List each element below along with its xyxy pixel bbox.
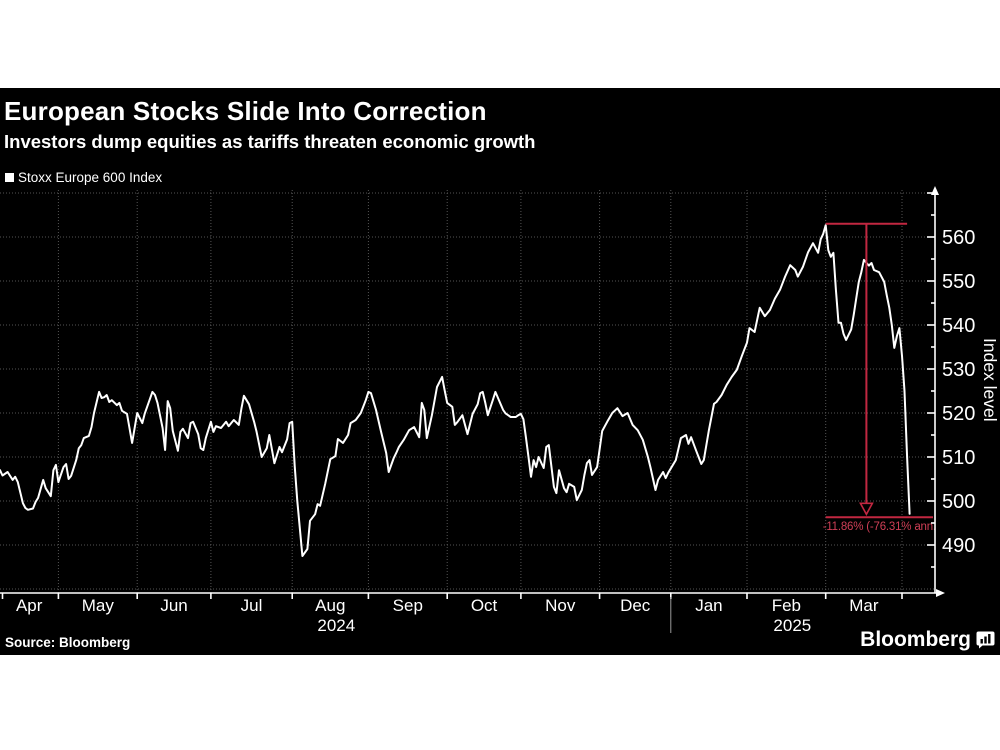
month-label: Dec <box>620 596 651 615</box>
y-tick-label: 510 <box>942 447 975 469</box>
month-label: Jul <box>241 596 263 615</box>
year-label: 2024 <box>317 616 355 635</box>
page-title: European Stocks Slide Into Correction <box>4 96 487 126</box>
legend-swatch-icon <box>5 173 14 182</box>
y-axis-title: Index level <box>980 338 1000 422</box>
y-tick-label: 530 <box>942 359 975 381</box>
month-label: Sep <box>393 596 423 615</box>
bloomberg-logotype: Bloomberg <box>860 628 971 651</box>
source-note: Source: Bloomberg <box>5 635 131 650</box>
y-tick-label: 520 <box>942 403 975 425</box>
month-label: Feb <box>772 596 801 615</box>
x-axis-arrow-icon <box>936 589 945 597</box>
y-tick-label: 490 <box>942 535 975 557</box>
year-label: 2025 <box>773 616 811 635</box>
month-label: Mar <box>849 596 879 615</box>
month-label: Aug <box>315 596 345 615</box>
legend: Stoxx Europe 600 Index <box>5 170 162 185</box>
y-tick-label: 560 <box>942 227 975 249</box>
legend-label: Stoxx Europe 600 Index <box>18 170 163 185</box>
month-label: Oct <box>471 596 498 615</box>
y-tick-label: 540 <box>942 315 975 337</box>
month-label: Nov <box>545 596 576 615</box>
drawdown-label: -11.86% (-76.31% ann. <box>823 521 936 533</box>
page-subtitle: Investors dump equities as tariffs threa… <box>4 131 536 152</box>
month-label: Jan <box>695 596 722 615</box>
down-arrowhead-icon <box>859 502 874 516</box>
bloomberg-brand: Bloomberg <box>860 628 995 652</box>
bloomberg-chart-logo-icon <box>976 631 995 649</box>
month-label: May <box>82 596 115 615</box>
month-label: Jun <box>160 596 187 615</box>
y-tick-label: 550 <box>942 271 975 293</box>
chart-panel <box>0 88 1000 655</box>
stoxx-index-line <box>0 224 911 557</box>
month-label: Apr <box>16 596 43 615</box>
y-tick-label: 500 <box>942 491 975 513</box>
